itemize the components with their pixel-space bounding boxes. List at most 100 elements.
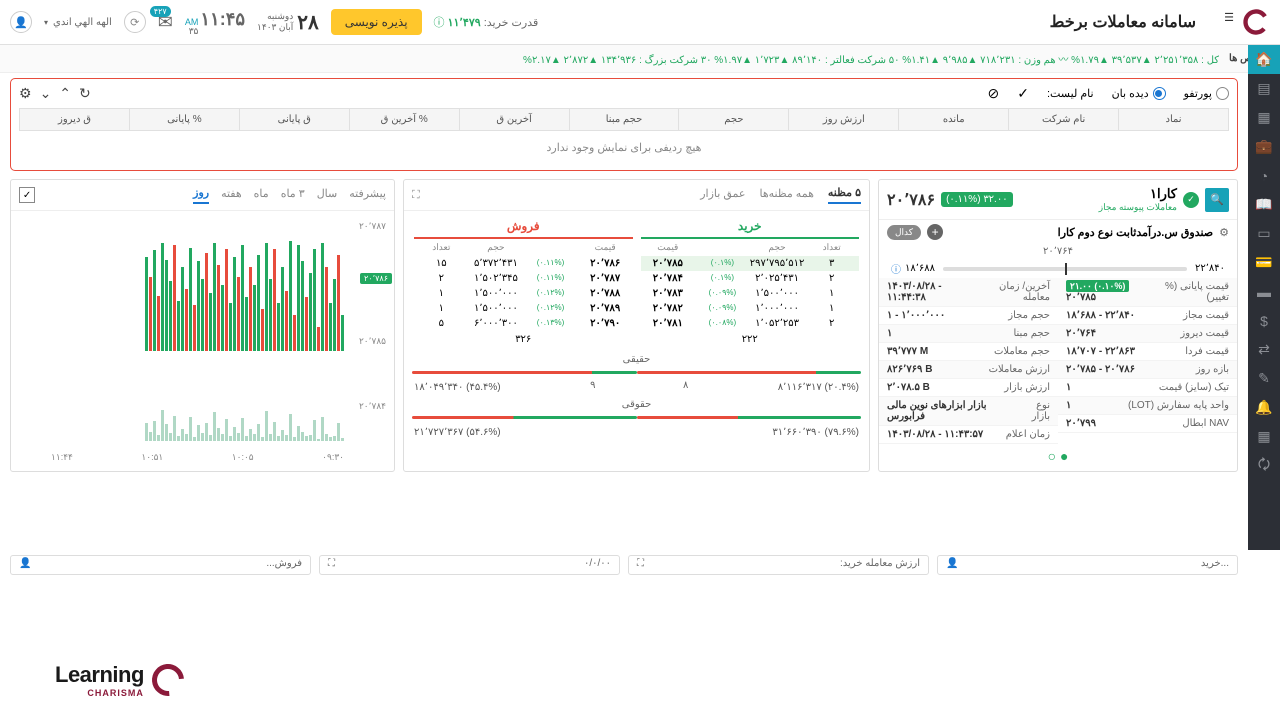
depth-sell-row[interactable]: ۲۰٬۷۸۹(۰.۱۲%)۱٬۵۰۰٬۰۰۰۱ xyxy=(414,301,633,316)
sidebar-bell[interactable]: 🔔 xyxy=(1248,393,1280,422)
chart-tab-5[interactable]: پیشرفته xyxy=(349,187,386,203)
codal-badge[interactable]: کدال xyxy=(887,225,921,240)
chart-tab-3[interactable]: ۳ ماه xyxy=(281,187,305,203)
user-menu[interactable]: الهه الهي اندي ▾ xyxy=(44,17,112,28)
info-row: قیمت دیروز۲۰٬۷۶۴ xyxy=(1058,325,1237,343)
sidebar-briefcase[interactable]: 💼 xyxy=(1248,132,1280,161)
symbol-info-panel: 🔍 ✓ کارا۱ معاملات پیوسته مجاز ۳۲.۰۰ (۰.۱… xyxy=(878,179,1238,472)
info-row: حجم مجاز۱ - ۱٬۰۰۰٬۰۰۰ xyxy=(879,307,1058,325)
wl-column: نام شرکت xyxy=(1008,109,1118,130)
sidebar-doc[interactable]: ▦ xyxy=(1248,103,1280,132)
depth-sell-row[interactable]: ۲۰٬۷۹۰(۰.۱۳%)۶٬۰۰۰٬۳۰۰۵ xyxy=(414,316,633,331)
market-depth-panel: ۵ مظنه همه مظنه‌ها عمق بازار ⛶ خرید تعدا… xyxy=(403,179,870,472)
info-icon[interactable]: ⓘ xyxy=(891,261,901,276)
sidebar-wallet[interactable]: 💳 xyxy=(1248,248,1280,277)
depth-sell-row[interactable]: ۲۰٬۷۸۶(۰.۱۱%)۵٬۳۷۲٬۴۳۱۱۵ xyxy=(414,256,633,271)
watchlist-empty: هیچ ردیفی برای نمایش وجود ندارد xyxy=(19,131,1229,164)
sell-title: فروش xyxy=(414,215,633,239)
info-row: حجم مبنا۱ xyxy=(879,325,1058,343)
buy-sum: ۲۲۲ xyxy=(641,331,860,348)
wl-column: % پایانی xyxy=(129,109,239,130)
sidebar-pie[interactable]: ◔ xyxy=(1248,161,1280,190)
ipo-button[interactable]: پذیره نویسی xyxy=(331,9,422,35)
symbol-full-name: صندوق س.درآمدثابت نوع دوم کارا xyxy=(1058,226,1213,239)
depth-buy-row[interactable]: ۲۲٬۰۲۵٬۴۳۱(۰.۱%)۲۰٬۷۸۴ xyxy=(641,271,860,286)
bottom-panel-3: ۰/۰/۰۰⛶ xyxy=(319,555,620,575)
tab-market-depth[interactable]: عمق بازار xyxy=(700,187,745,203)
sidebar-dollar[interactable]: $ xyxy=(1248,306,1280,335)
symbol-name: کارا۱ xyxy=(1099,186,1177,202)
buy-value-panel: ارزش معامله خرید:⛶ xyxy=(628,555,929,575)
sidebar-page[interactable]: ▬ xyxy=(1248,277,1280,306)
cancel-icon[interactable]: ⊘ xyxy=(987,85,999,102)
history-icon[interactable]: ↻ xyxy=(79,85,91,102)
sidebar-card[interactable]: ▭ xyxy=(1248,219,1280,248)
learning-charisma-logo: Learning CHARISMA xyxy=(55,662,184,698)
chart-tab-1[interactable]: هفته xyxy=(221,187,242,203)
settings-icon[interactable]: ⚙ xyxy=(19,85,32,102)
info-row: ارزش معاملات۸۲۶٬۷۶۹ B xyxy=(879,361,1058,379)
wl-column: آخرین ق xyxy=(459,109,569,130)
chevron-up-icon[interactable]: ⌃ xyxy=(59,85,71,102)
range-high: ۲۲٬۸۴۰ xyxy=(1195,263,1225,274)
radio-watchlist[interactable]: دیده بان xyxy=(1112,87,1166,100)
info-row: قیمت مجاز۱۸٬۶۸۸ - ۲۲٬۸۴۰ xyxy=(1058,307,1237,325)
wl-column: ارزش روز xyxy=(788,109,898,130)
chart-tab-2[interactable]: ماه xyxy=(254,187,269,203)
list-name-label: نام لیست: xyxy=(1047,87,1094,100)
date-display: ۲۸ دوشنبه آبان ۱۴۰۳ xyxy=(257,10,319,35)
buy-order-panel: ...خرید👤 xyxy=(937,555,1238,575)
chart-tab-0[interactable]: روز xyxy=(193,186,209,204)
sidebar-edit[interactable]: ✎ xyxy=(1248,364,1280,393)
chevron-down-icon[interactable]: ⌄ xyxy=(40,85,52,102)
menu-icon[interactable]: ☰ xyxy=(1212,11,1234,33)
depth-buy-row[interactable]: ۳۲۹۷٬۷۹۵٬۵۱۲(۰.۱%)۲۰٬۷۸۵ xyxy=(641,256,860,271)
info-row: واحد پایه سفارش (LOT)۱ xyxy=(1058,397,1237,415)
depth-sell-row[interactable]: ۲۰٬۷۸۸(۰.۱۲%)۱٬۵۰۰٬۰۰۰۱ xyxy=(414,286,633,301)
symbol-status: معاملات پیوسته مجاز xyxy=(1099,202,1177,213)
user-avatar-icon[interactable]: 👤 xyxy=(10,11,32,33)
tick-price: ۲۰٬۷۶۴ xyxy=(879,244,1237,259)
range-low: ۱۸٬۶۸۸ xyxy=(905,263,935,274)
messages-icon[interactable]: ✉ ۴۲۷ xyxy=(158,12,173,33)
info-row: آخرین/ زمان معامله۱۴۰۳/۰۸/۲۸ - ۱۱:۴۴:۳۸ xyxy=(879,278,1058,307)
sidebar-list[interactable]: ▤ xyxy=(1248,74,1280,103)
buying-power-label: قدرت خرید: ۱۱٬۴۷۹ ⓘ xyxy=(434,14,539,30)
checkmark-icon[interactable]: ✓ xyxy=(1017,85,1029,102)
radio-portfolio[interactable]: پورتفو xyxy=(1184,87,1229,100)
filter-icon[interactable]: ⚙ xyxy=(1219,226,1229,239)
tab-five-quotes[interactable]: ۵ مظنه xyxy=(828,186,861,204)
depth-buy-row[interactable]: ۲۱٬۰۵۲٬۲۵۳(۰.۰۸%)۲۰٬۷۸۱ xyxy=(641,316,860,331)
legal-label: حقوقی xyxy=(622,399,652,410)
add-icon[interactable]: + xyxy=(927,224,943,240)
last-price: ۲۰٬۷۸۶ xyxy=(887,190,935,210)
sidebar-grid[interactable]: ▦ xyxy=(1248,422,1280,451)
chart-panel: پیشرفتهسال۳ ماهماههفتهروز✓ ۲۰٬۷۸۷ ۲۰٬۷۸۶… xyxy=(10,179,395,472)
wl-column: حجم xyxy=(678,109,788,130)
wl-column: ق دیروز xyxy=(20,109,129,130)
refresh-icon[interactable]: ⟳ xyxy=(124,11,146,33)
chart-toggle-check[interactable]: ✓ xyxy=(19,187,35,203)
price-range-bar xyxy=(943,267,1187,271)
depth-buy-row[interactable]: ۱۱٬۵۰۰٬۰۰۰(۰.۰۹%)۲۰٬۷۸۳ xyxy=(641,286,860,301)
depth-buy-row[interactable]: ۱۱٬۰۰۰٬۰۰۰(۰.۰۹%)۲۰٬۷۸۲ xyxy=(641,301,860,316)
depth-sell-row[interactable]: ۲۰٬۷۸۷(۰.۱۱%)۱٬۵۰۲٬۳۴۵۲ xyxy=(414,271,633,286)
info-row: قیمت پایانی (% تغییر)۲۱.۰۰ (۰.۱۰%) ۲۰٬۷۸… xyxy=(1058,278,1237,307)
info-row: بازه روز۲۰٬۷۸۵ - ۲۰٬۷۸۶ xyxy=(1058,361,1237,379)
sidebar-sync[interactable]: 🗘 xyxy=(1248,451,1280,480)
expand-icon[interactable]: ⛶ xyxy=(412,189,420,202)
sidebar-exchange[interactable]: ⇄ xyxy=(1248,335,1280,364)
pagination-dots[interactable]: ● ○ xyxy=(879,444,1237,468)
chart-tab-4[interactable]: سال xyxy=(317,187,338,203)
sell-sum: ۳۲۶ xyxy=(414,331,633,348)
tab-all-quotes[interactable]: همه مظنه‌ها xyxy=(759,187,813,203)
sidebar-home[interactable]: 🏠 xyxy=(1248,45,1280,74)
symbol-status-icon: ✓ xyxy=(1183,192,1199,208)
search-symbol-icon[interactable]: 🔍 xyxy=(1205,188,1229,212)
price-change-badge: ۳۲.۰۰ (۰.۱۱%) xyxy=(941,192,1013,207)
watchlist-panel: پورتفو دیده بان نام لیست: ✓ ⊘ ↻ ⌃ ⌄ ⚙ نم… xyxy=(10,78,1238,171)
real-label: حقیقی xyxy=(623,354,651,365)
sidebar-book[interactable]: 📖 xyxy=(1248,190,1280,219)
app-title: سامانه معاملات برخط xyxy=(1050,12,1196,32)
wl-column: نماد xyxy=(1118,109,1228,130)
